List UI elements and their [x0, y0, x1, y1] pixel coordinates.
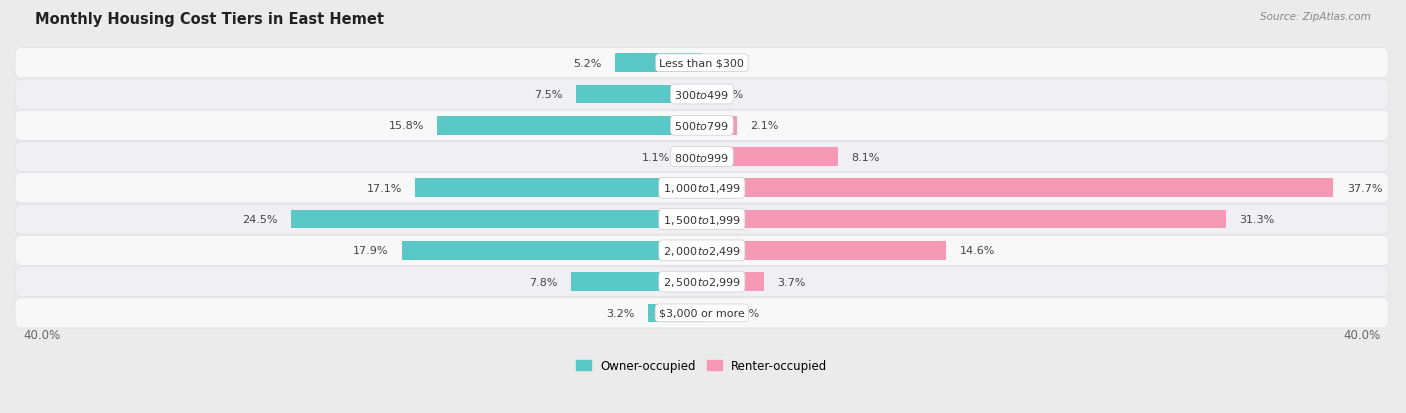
FancyBboxPatch shape: [15, 173, 1389, 203]
Text: 8.1%: 8.1%: [851, 152, 879, 162]
Text: $3,000 or more: $3,000 or more: [659, 308, 745, 318]
Text: $800 to $999: $800 to $999: [675, 151, 730, 163]
Text: 17.1%: 17.1%: [367, 183, 402, 193]
Bar: [576, 85, 702, 104]
Bar: [402, 241, 702, 260]
Text: $500 to $799: $500 to $799: [675, 120, 730, 132]
Text: 0.0%: 0.0%: [716, 59, 744, 69]
Text: $1,500 to $1,999: $1,500 to $1,999: [662, 213, 741, 226]
Legend: Owner-occupied, Renter-occupied: Owner-occupied, Renter-occupied: [572, 354, 832, 377]
Text: 0.53%: 0.53%: [724, 308, 759, 318]
FancyBboxPatch shape: [15, 49, 1389, 78]
Text: $2,500 to $2,999: $2,500 to $2,999: [662, 275, 741, 288]
Text: 31.3%: 31.3%: [1240, 215, 1275, 225]
Text: 40.0%: 40.0%: [1343, 328, 1381, 341]
Text: 7.8%: 7.8%: [529, 277, 558, 287]
Text: 40.0%: 40.0%: [24, 328, 60, 341]
Bar: [571, 273, 702, 291]
Text: 14.6%: 14.6%: [960, 246, 995, 256]
Bar: [437, 116, 702, 135]
FancyBboxPatch shape: [15, 80, 1389, 110]
Bar: [702, 116, 737, 135]
Text: 3.7%: 3.7%: [778, 277, 806, 287]
Text: 2.1%: 2.1%: [751, 121, 779, 131]
Text: Less than $300: Less than $300: [659, 59, 744, 69]
Bar: [702, 304, 711, 323]
FancyBboxPatch shape: [15, 142, 1389, 172]
Text: 37.7%: 37.7%: [1347, 183, 1382, 193]
Bar: [291, 210, 702, 229]
Bar: [648, 304, 702, 323]
Bar: [614, 54, 702, 73]
Text: 24.5%: 24.5%: [242, 215, 278, 225]
FancyBboxPatch shape: [15, 111, 1389, 141]
Text: 17.9%: 17.9%: [353, 246, 388, 256]
Text: $300 to $499: $300 to $499: [675, 89, 730, 101]
Text: 15.8%: 15.8%: [388, 121, 423, 131]
Text: 1.1%: 1.1%: [641, 152, 671, 162]
FancyBboxPatch shape: [15, 267, 1389, 297]
Text: 3.2%: 3.2%: [606, 308, 636, 318]
FancyBboxPatch shape: [15, 204, 1389, 235]
Bar: [702, 210, 1226, 229]
Text: 5.2%: 5.2%: [574, 59, 602, 69]
Text: Source: ZipAtlas.com: Source: ZipAtlas.com: [1260, 12, 1371, 22]
Bar: [702, 241, 946, 260]
Bar: [702, 148, 838, 166]
Text: 7.5%: 7.5%: [534, 90, 562, 100]
Bar: [702, 179, 1333, 198]
Text: $1,000 to $1,499: $1,000 to $1,499: [662, 182, 741, 195]
Bar: [415, 179, 702, 198]
Text: 0.0%: 0.0%: [716, 90, 744, 100]
FancyBboxPatch shape: [15, 236, 1389, 266]
Text: Monthly Housing Cost Tiers in East Hemet: Monthly Housing Cost Tiers in East Hemet: [35, 12, 384, 27]
Bar: [683, 148, 702, 166]
Text: $2,000 to $2,499: $2,000 to $2,499: [662, 244, 741, 257]
FancyBboxPatch shape: [15, 298, 1389, 328]
Bar: [702, 273, 763, 291]
